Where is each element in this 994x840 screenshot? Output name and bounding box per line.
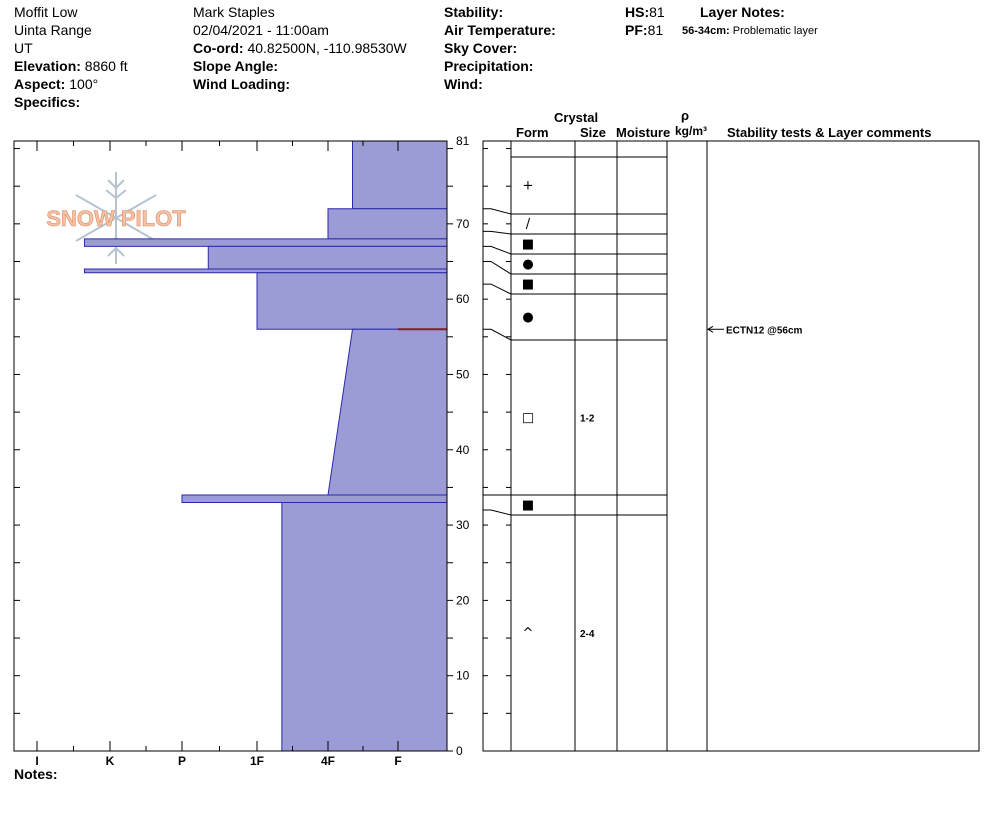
hardness-layer-2 bbox=[83, 238, 448, 247]
y-tick-label: 40 bbox=[456, 443, 470, 457]
x-tick-label: 4F bbox=[321, 754, 335, 768]
layer-note: 56-34cm: Problematic layer bbox=[682, 22, 818, 40]
coord-row: Co-ord: 40.82500N, -110.98530W bbox=[193, 39, 407, 57]
x-tick-label: F bbox=[394, 754, 401, 768]
sky-cover-label: Sky Cover: bbox=[444, 40, 518, 56]
col-form: Form bbox=[516, 125, 549, 140]
observer: Mark Staples bbox=[193, 4, 275, 20]
x-tick-label: 1F bbox=[250, 754, 264, 768]
elevation-row: Elevation: 8860 ft bbox=[14, 57, 128, 75]
logo-text: SNOW PILOT bbox=[46, 206, 186, 231]
layer-note-text: Problematic layer bbox=[732, 25, 818, 37]
location: Moffit Low bbox=[14, 4, 78, 20]
notes-label: Notes: bbox=[14, 766, 58, 782]
y-tick-label: 10 bbox=[456, 669, 470, 683]
hardness-layer-6 bbox=[327, 328, 448, 496]
hardness-layer-5 bbox=[256, 272, 448, 330]
hardness-layer-0 bbox=[352, 140, 448, 210]
col-density: kg/m³ bbox=[675, 124, 708, 138]
hardness-layer-3 bbox=[207, 245, 448, 270]
aspect-row: Aspect: 100° bbox=[14, 75, 98, 93]
hardness-layer-8 bbox=[281, 501, 448, 752]
plot-frame bbox=[13, 140, 448, 752]
crystal-form-symbol: / bbox=[526, 217, 531, 232]
layer-boundary bbox=[483, 245, 667, 255]
x-tick-label: P bbox=[178, 754, 186, 768]
hs-value: 81 bbox=[649, 4, 665, 20]
x-tick-label: K bbox=[106, 754, 115, 768]
datetime: 02/04/2021 - 11:00am bbox=[193, 22, 329, 38]
state: UT bbox=[14, 40, 33, 56]
pf-row: PF:81 bbox=[625, 21, 663, 39]
crystal-size: 2-4 bbox=[580, 629, 595, 640]
col-crystal: Crystal bbox=[554, 110, 599, 125]
crystal-form-symbol: ■ bbox=[522, 277, 534, 292]
hardness-layer-1 bbox=[327, 208, 448, 240]
snowflake-icon bbox=[75, 172, 157, 264]
hs-row: HS:81 bbox=[625, 3, 665, 21]
layer-boundary bbox=[483, 509, 667, 516]
crystal-form-symbol: ● bbox=[522, 257, 533, 272]
y-tick-label: 70 bbox=[456, 217, 470, 231]
layer-boundary bbox=[483, 328, 667, 341]
layer-boundary bbox=[483, 208, 667, 215]
specifics-label: Specifics: bbox=[14, 94, 81, 110]
col-comments: Stability tests & Layer comments bbox=[727, 125, 932, 140]
aspect-label: Aspect: bbox=[14, 76, 66, 92]
layer-boundary bbox=[483, 260, 667, 275]
col-moisture: Moisture bbox=[616, 125, 671, 140]
coord-label: Co-ord: bbox=[193, 40, 244, 56]
crystal-size: 1-2 bbox=[580, 414, 595, 425]
stability-test-label: ECTN12 @56cm bbox=[726, 325, 803, 336]
crystal-form-symbol: ^ bbox=[523, 626, 534, 641]
col-size: Size bbox=[580, 125, 607, 140]
y-tick-label: 0 bbox=[456, 744, 463, 758]
precipitation-label: Precipitation: bbox=[444, 58, 534, 74]
pf-value: 81 bbox=[647, 22, 664, 38]
air-temp-label: Air Temperature: bbox=[444, 22, 556, 38]
layer-notes-label: Layer Notes: bbox=[700, 4, 785, 20]
elevation-label: Elevation: bbox=[14, 58, 81, 74]
x-tick-label: I bbox=[35, 754, 38, 768]
snowpilot-logo: SNOW PILOT bbox=[46, 172, 187, 264]
elevation-value: 8860 ft bbox=[84, 58, 128, 74]
hs-label: HS: bbox=[625, 4, 650, 20]
layer-boundary bbox=[483, 283, 667, 295]
y-tick-label: 60 bbox=[456, 292, 470, 306]
hardness-layer-4 bbox=[83, 268, 448, 274]
y-tick-label: 20 bbox=[456, 593, 470, 607]
wind-label: Wind: bbox=[444, 76, 483, 92]
range: Uinta Range bbox=[14, 22, 92, 38]
y-tick-label: 81 bbox=[456, 134, 470, 148]
pf-label: PF: bbox=[625, 22, 648, 38]
hardness-layer-7 bbox=[181, 494, 448, 503]
crystal-form-symbol: ■ bbox=[522, 237, 534, 252]
wind-loading-label: Wind Loading: bbox=[193, 76, 291, 92]
crystal-form-symbol: + bbox=[523, 179, 534, 194]
crystal-form-symbol: ● bbox=[522, 310, 533, 325]
crystal-form-symbol: ■ bbox=[522, 498, 534, 513]
coord-value: 40.82500N, -110.98530W bbox=[247, 40, 407, 56]
y-tick-label: 50 bbox=[456, 367, 470, 381]
test-arrow-head bbox=[707, 325, 714, 333]
stability-label: Stability: bbox=[444, 4, 504, 20]
layer-boundary bbox=[483, 230, 667, 235]
slope-angle-label: Slope Angle: bbox=[193, 58, 279, 74]
y-tick-label: 30 bbox=[456, 518, 470, 532]
layer-note-range: 56-34cm: bbox=[682, 25, 730, 37]
col-rho: ρ bbox=[681, 108, 690, 123]
table-frame bbox=[482, 140, 980, 752]
aspect-value: 100° bbox=[69, 76, 99, 92]
crystal-form-symbol: □ bbox=[522, 411, 534, 426]
